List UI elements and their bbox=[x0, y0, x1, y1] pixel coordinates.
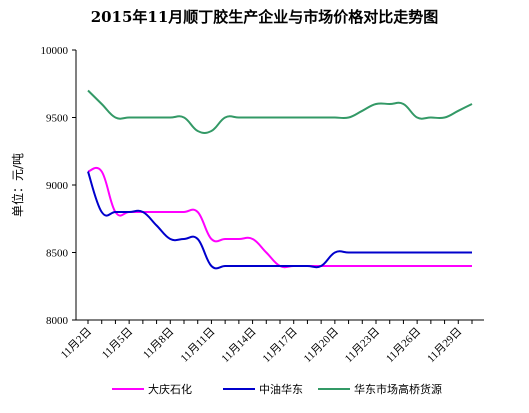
y-tick-label: 8000 bbox=[46, 315, 69, 327]
legend-label-0: 大庆石化 bbox=[148, 382, 192, 396]
series-line-1 bbox=[87, 171, 472, 270]
y-tick-label: 8500 bbox=[46, 248, 69, 260]
x-tick-label: 11月23日 bbox=[343, 326, 382, 365]
x-tick-label: 11月26日 bbox=[384, 326, 423, 365]
legend: 大庆石化 中油华东 华东市场高桥货源 bbox=[112, 382, 442, 396]
y-axis-label: 单位：元/吨 bbox=[10, 153, 25, 217]
y-tick-label: 10000 bbox=[41, 45, 69, 57]
x-tick-label: 11月5日 bbox=[100, 326, 135, 361]
series-line-2 bbox=[87, 89, 473, 135]
x-tick-label: 11月14日 bbox=[219, 326, 258, 365]
x-tick-label: 11月11日 bbox=[179, 326, 218, 365]
chart-title: 2015年11月顺丁胶生产企业与市场价格对比走势图 bbox=[90, 8, 439, 26]
legend-label-2: 华东市场高桥货源 bbox=[354, 382, 442, 396]
x-tick-label: 11月8日 bbox=[141, 326, 176, 361]
x-tick-label: 11月20日 bbox=[302, 326, 341, 365]
x-tick-label: 11月29日 bbox=[425, 326, 464, 365]
x-tick-label: 11月2日 bbox=[59, 326, 94, 361]
y-tick-label: 9000 bbox=[46, 180, 69, 192]
legend-label-1: 中油华东 bbox=[259, 382, 303, 396]
y-tick-label: 9500 bbox=[46, 113, 69, 125]
series-layer bbox=[87, 89, 473, 270]
x-tick-label: 11月17日 bbox=[261, 326, 300, 365]
